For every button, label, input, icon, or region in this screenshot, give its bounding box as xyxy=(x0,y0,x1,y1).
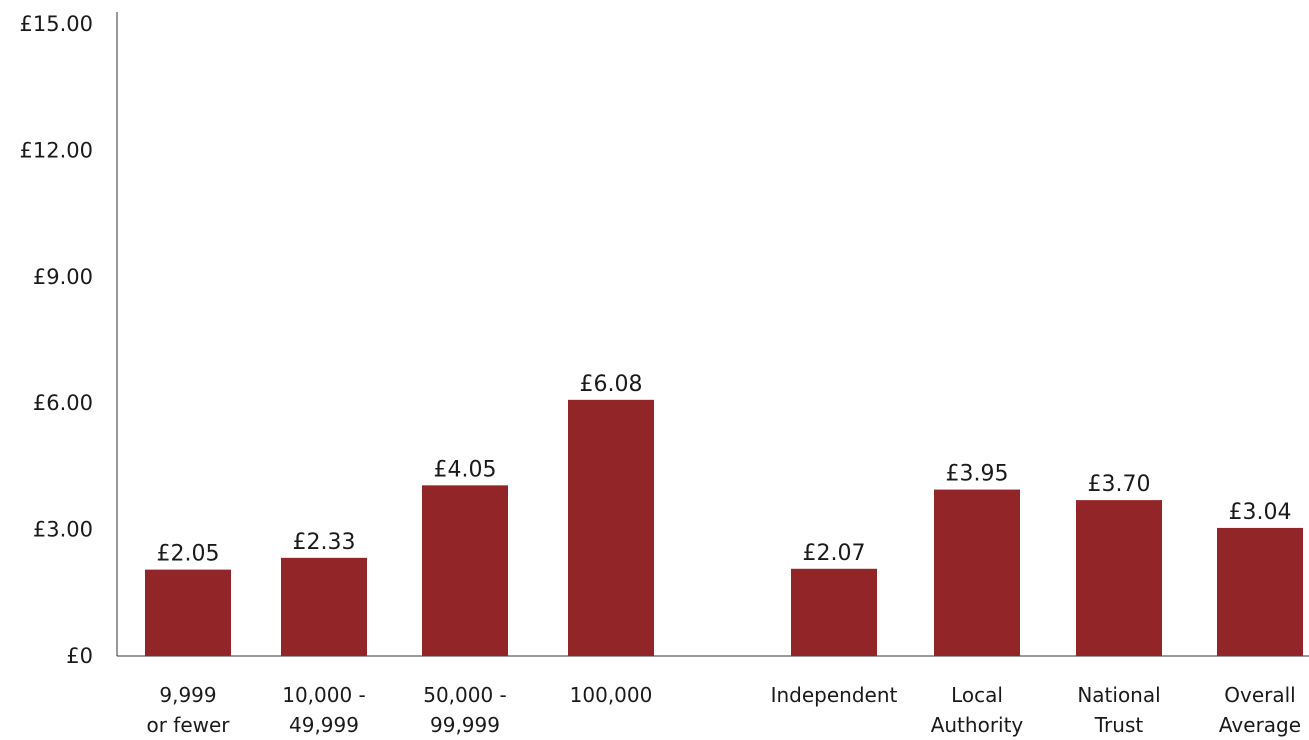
value-label: £3.04 xyxy=(1229,500,1292,525)
y-tick-label: £6.00 xyxy=(33,391,93,415)
y-tick-labels: £0 £3.00 £6.00 £9.00 £12.00 £15.00 xyxy=(20,12,93,668)
category-label: 10,000 -49,999 xyxy=(282,683,366,737)
value-labels: £2.05 £2.33 £4.05 £6.08 £2.07 £3.95 £3.70 £3.04 xyxy=(157,372,1292,567)
value-label: £3.70 xyxy=(1088,472,1151,497)
value-label: £4.05 xyxy=(434,457,497,482)
category-label: Local Authority xyxy=(931,683,1024,737)
category-label: National Trust xyxy=(1077,683,1160,737)
y-tick-label: £9.00 xyxy=(33,265,93,289)
category-label: 9,999 or fewer xyxy=(146,683,230,737)
value-label: £2.05 xyxy=(157,542,220,567)
category-label: Independent xyxy=(771,683,898,707)
bar xyxy=(1217,527,1303,656)
bar xyxy=(145,569,231,656)
bar xyxy=(1076,500,1162,656)
bar xyxy=(568,399,654,656)
bar xyxy=(934,489,1020,656)
bar xyxy=(281,557,367,656)
category-label: 50,000 -99,999 xyxy=(423,683,507,737)
y-tick-label: £3.00 xyxy=(33,518,93,542)
value-label: £2.33 xyxy=(293,530,356,555)
category-labels: 9,999 or fewer 10,000 -49,999 50,000 -99,99… xyxy=(146,683,1301,737)
bar xyxy=(422,485,508,656)
bar xyxy=(791,568,877,656)
value-label: £2.07 xyxy=(803,541,866,566)
value-label: £6.08 xyxy=(580,372,643,397)
value-label: £3.95 xyxy=(946,462,1009,487)
y-tick-label: £12.00 xyxy=(20,138,93,162)
category-label: Overall Average xyxy=(1219,683,1301,737)
y-tick-label: £15.00 xyxy=(20,12,93,36)
y-tick-label: £0 xyxy=(66,644,93,668)
category-label: 100,000 xyxy=(570,683,653,707)
bars xyxy=(145,399,1303,656)
